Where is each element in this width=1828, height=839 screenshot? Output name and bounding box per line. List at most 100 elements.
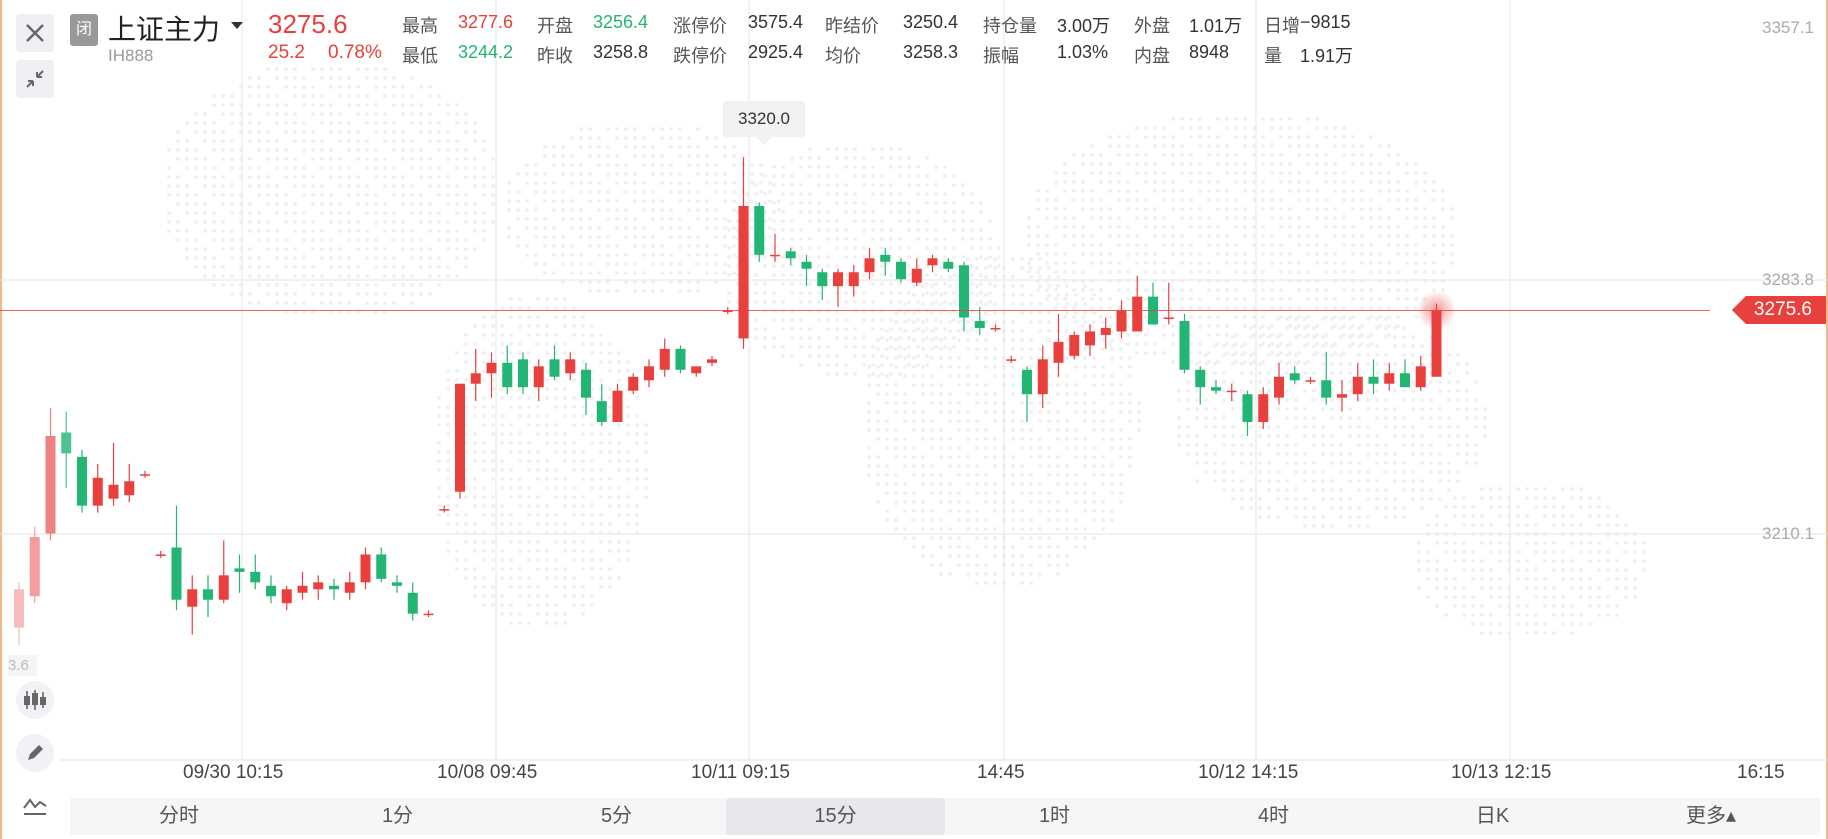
map-dot — [678, 235, 682, 239]
map-dot — [1396, 297, 1400, 301]
map-dot — [903, 320, 907, 324]
map-dot — [446, 184, 450, 188]
map-dot — [1369, 153, 1373, 157]
map-dot — [428, 274, 432, 278]
map-dot — [1234, 351, 1238, 355]
map-dot — [608, 477, 612, 481]
map-dot — [374, 283, 378, 287]
map-dot — [966, 563, 970, 567]
collapse-button[interactable] — [16, 60, 54, 98]
map-dot — [1036, 252, 1040, 256]
map-dot — [302, 193, 306, 197]
draw-tool-button[interactable] — [16, 734, 54, 772]
map-dot — [1011, 428, 1015, 432]
map-dot — [1162, 216, 1166, 220]
tab-4hour[interactable]: 4时 — [1257, 805, 1290, 827]
map-dot — [230, 256, 234, 260]
map-dot — [1489, 622, 1493, 626]
map-dot — [392, 238, 396, 242]
map-dot — [1144, 252, 1148, 256]
close-button[interactable] — [16, 14, 54, 52]
map-dot — [626, 477, 630, 481]
map-dot — [518, 567, 522, 571]
tab-more[interactable]: 更多▴ — [1685, 805, 1737, 827]
map-dot — [536, 324, 540, 328]
map-dot — [853, 372, 857, 376]
map-dot — [1297, 216, 1301, 220]
map-dot — [1552, 505, 1556, 509]
map-dot — [518, 396, 522, 400]
map-dot — [1306, 162, 1310, 166]
map-dot — [599, 396, 603, 400]
map-dot — [1465, 407, 1469, 411]
map-dot — [943, 246, 947, 250]
instrument-title[interactable]: 上证主力 — [108, 14, 221, 45]
map-dot — [1471, 505, 1475, 509]
map-dot — [1279, 135, 1283, 139]
map-dot — [473, 594, 477, 598]
chart-type-button[interactable] — [16, 681, 54, 719]
map-dot — [669, 208, 673, 212]
map-dot — [790, 228, 794, 232]
map-dot — [221, 193, 225, 197]
tab-1hour[interactable]: 1时 — [1038, 805, 1071, 827]
map-dot — [889, 363, 893, 367]
map-dot — [608, 540, 612, 544]
tab-timeshare[interactable]: 分时 — [159, 805, 199, 827]
map-dot — [1312, 425, 1316, 429]
map-dot — [329, 238, 333, 242]
map-dot — [984, 482, 988, 486]
map-dot — [633, 271, 637, 275]
tab-1min[interactable]: 1分 — [381, 805, 414, 827]
map-dot — [1213, 479, 1217, 483]
chevron-down-icon[interactable] — [229, 20, 245, 32]
indicator-button[interactable] — [16, 786, 54, 824]
map-dot — [374, 265, 378, 269]
map-dot — [1489, 487, 1493, 491]
map-dot — [230, 247, 234, 251]
map-dot — [975, 293, 979, 297]
map-dot — [293, 85, 297, 89]
map-dot — [921, 455, 925, 459]
map-dot — [581, 414, 585, 418]
map-dot — [921, 464, 925, 468]
map-dot — [1348, 515, 1352, 519]
map-dot — [1213, 461, 1217, 465]
map-dot — [1054, 261, 1058, 265]
map-dot — [988, 246, 992, 250]
candlestick-chart[interactable] — [0, 0, 1828, 790]
map-dot — [1270, 297, 1274, 301]
tab-15min[interactable]: 15分 — [726, 798, 945, 835]
map-dot — [1047, 536, 1051, 540]
map-dot — [500, 414, 504, 418]
map-dot — [1348, 452, 1352, 456]
map-dot — [203, 202, 207, 206]
map-dot — [1450, 234, 1454, 238]
map-dot — [534, 208, 538, 212]
map-dot — [808, 219, 812, 223]
map-dot — [626, 513, 630, 517]
map-dot — [1054, 225, 1058, 229]
map-dot — [266, 202, 270, 206]
map-dot — [473, 585, 477, 589]
map-dot — [1438, 389, 1442, 393]
map-dot — [1285, 416, 1289, 420]
tab-daily[interactable]: 日K — [1475, 805, 1510, 827]
map-dot — [401, 139, 405, 143]
map-dot — [921, 320, 925, 324]
map-dot — [853, 210, 857, 214]
map-dot — [817, 174, 821, 178]
map-dot — [1333, 261, 1337, 265]
map-dot — [428, 130, 432, 134]
map-dot — [1198, 360, 1202, 364]
map-dot — [1423, 234, 1427, 238]
map-dot — [1465, 416, 1469, 420]
map-dot — [597, 244, 601, 248]
tab-5min[interactable]: 5分 — [600, 805, 633, 827]
candle-body — [675, 348, 686, 370]
map-dot — [581, 432, 585, 436]
map-dot — [957, 446, 961, 450]
map-dot — [320, 229, 324, 233]
map-dot — [554, 432, 558, 436]
map-dot — [1038, 572, 1042, 576]
